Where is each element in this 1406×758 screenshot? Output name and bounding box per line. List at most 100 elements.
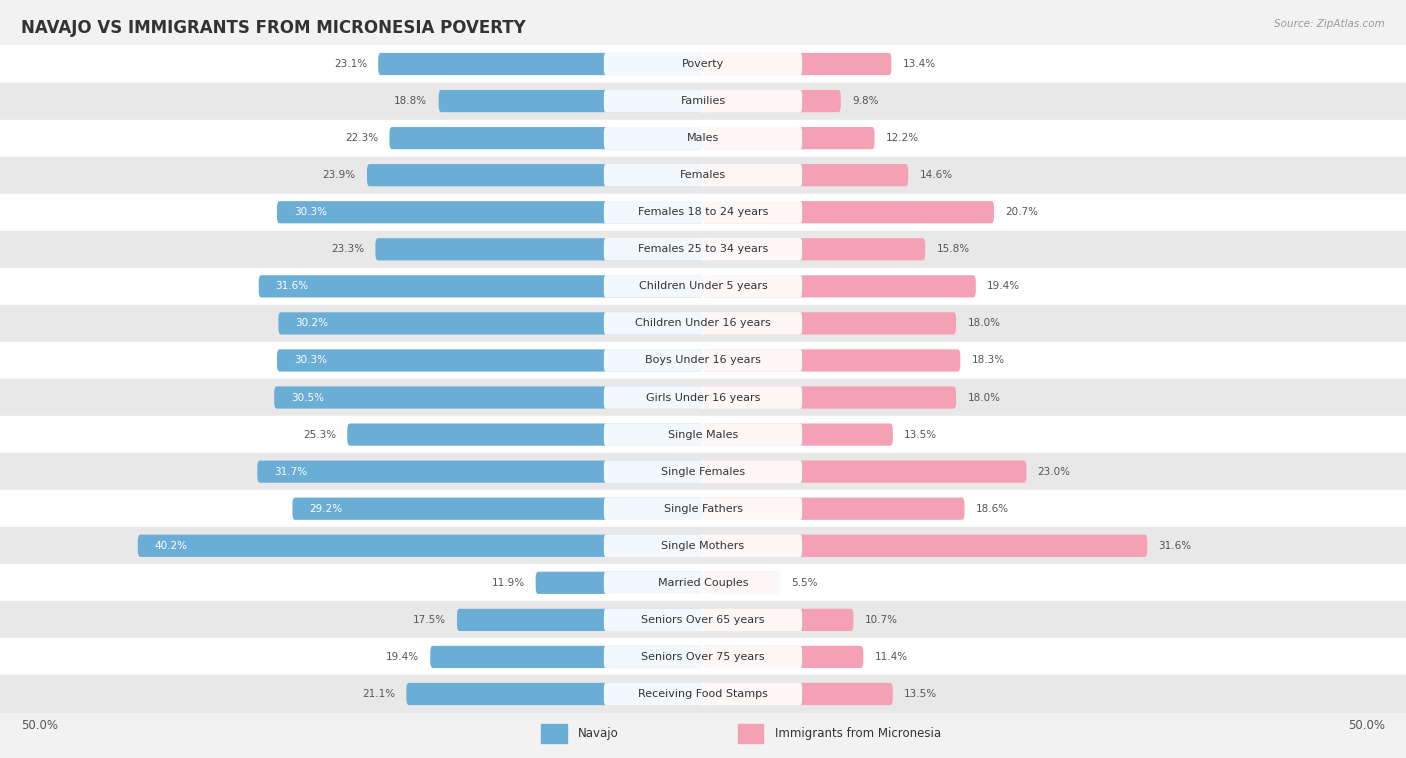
FancyBboxPatch shape [367,164,703,186]
Bar [0,83,1406,120]
FancyBboxPatch shape [605,275,801,298]
Text: 31.7%: 31.7% [274,467,308,477]
Bar [0,379,1406,416]
FancyBboxPatch shape [703,461,1026,483]
FancyBboxPatch shape [278,312,703,334]
FancyBboxPatch shape [605,164,801,186]
FancyBboxPatch shape [703,275,976,297]
FancyBboxPatch shape [605,683,801,705]
Text: Source: ZipAtlas.com: Source: ZipAtlas.com [1274,19,1385,29]
Text: 18.0%: 18.0% [967,393,1000,402]
Text: 5.5%: 5.5% [792,578,818,587]
FancyBboxPatch shape [605,572,801,594]
FancyBboxPatch shape [703,127,875,149]
FancyBboxPatch shape [605,460,801,483]
Text: Females 18 to 24 years: Females 18 to 24 years [638,207,768,218]
FancyBboxPatch shape [605,238,801,261]
Text: Single Females: Single Females [661,467,745,477]
Text: 18.3%: 18.3% [972,356,1005,365]
Text: Girls Under 16 years: Girls Under 16 years [645,393,761,402]
FancyBboxPatch shape [703,201,994,224]
Bar [0,194,1406,230]
FancyBboxPatch shape [439,90,703,112]
Text: 12.2%: 12.2% [886,133,920,143]
Bar [0,528,1406,564]
FancyBboxPatch shape [257,461,703,483]
Text: 30.5%: 30.5% [291,393,323,402]
Bar [0,490,1406,528]
Text: 13.4%: 13.4% [903,59,936,69]
Text: 20.7%: 20.7% [1005,207,1038,218]
FancyBboxPatch shape [389,127,703,149]
FancyBboxPatch shape [703,53,891,75]
FancyBboxPatch shape [605,534,801,557]
FancyBboxPatch shape [703,646,863,668]
Bar [0,268,1406,305]
FancyBboxPatch shape [605,349,801,371]
FancyBboxPatch shape [703,609,853,631]
FancyBboxPatch shape [605,497,801,520]
FancyBboxPatch shape [138,534,703,557]
Text: 30.3%: 30.3% [294,356,326,365]
Text: 19.4%: 19.4% [987,281,1021,291]
Text: 23.1%: 23.1% [333,59,367,69]
FancyBboxPatch shape [292,497,703,520]
Bar [0,601,1406,638]
Text: 22.3%: 22.3% [344,133,378,143]
FancyBboxPatch shape [605,387,801,409]
Text: 50.0%: 50.0% [1348,719,1385,732]
Text: Single Mothers: Single Mothers [661,540,745,551]
Text: 30.3%: 30.3% [294,207,326,218]
FancyBboxPatch shape [605,312,801,335]
Text: Males: Males [688,133,718,143]
Text: 14.6%: 14.6% [920,171,953,180]
Text: 15.8%: 15.8% [936,244,970,254]
Text: 23.0%: 23.0% [1038,467,1070,477]
FancyBboxPatch shape [375,238,703,261]
FancyBboxPatch shape [378,53,703,75]
Text: 11.9%: 11.9% [491,578,524,587]
FancyBboxPatch shape [274,387,703,409]
FancyBboxPatch shape [347,424,703,446]
Text: 9.8%: 9.8% [852,96,879,106]
Text: Married Couples: Married Couples [658,578,748,587]
Bar [0,638,1406,675]
Text: 18.8%: 18.8% [394,96,427,106]
FancyBboxPatch shape [430,646,703,668]
FancyBboxPatch shape [277,349,703,371]
Text: Receiving Food Stamps: Receiving Food Stamps [638,689,768,699]
FancyBboxPatch shape [605,201,801,224]
FancyBboxPatch shape [605,127,801,149]
Text: Immigrants from Micronesia: Immigrants from Micronesia [775,727,941,740]
Text: Boys Under 16 years: Boys Under 16 years [645,356,761,365]
Bar [0,453,1406,490]
Text: 11.4%: 11.4% [875,652,908,662]
Text: 23.9%: 23.9% [322,171,356,180]
Text: Single Males: Single Males [668,430,738,440]
Text: 31.6%: 31.6% [276,281,309,291]
Text: Seniors Over 65 years: Seniors Over 65 years [641,615,765,625]
Text: 30.2%: 30.2% [295,318,328,328]
Bar [0,120,1406,157]
Text: 23.3%: 23.3% [330,244,364,254]
Bar [0,45,1406,83]
Text: Children Under 5 years: Children Under 5 years [638,281,768,291]
FancyBboxPatch shape [703,90,841,112]
FancyBboxPatch shape [259,275,703,297]
Bar [0,157,1406,194]
Text: 10.7%: 10.7% [865,615,897,625]
FancyBboxPatch shape [605,609,801,631]
Text: 40.2%: 40.2% [155,540,187,551]
FancyBboxPatch shape [703,312,956,334]
Text: Females: Females [681,171,725,180]
Bar [0,342,1406,379]
FancyBboxPatch shape [703,534,1147,557]
Text: Females 25 to 34 years: Females 25 to 34 years [638,244,768,254]
Bar [0,675,1406,713]
FancyBboxPatch shape [703,683,893,705]
Bar [0,564,1406,601]
Text: 18.0%: 18.0% [967,318,1000,328]
FancyBboxPatch shape [277,201,703,224]
Bar [0,416,1406,453]
FancyBboxPatch shape [406,683,703,705]
